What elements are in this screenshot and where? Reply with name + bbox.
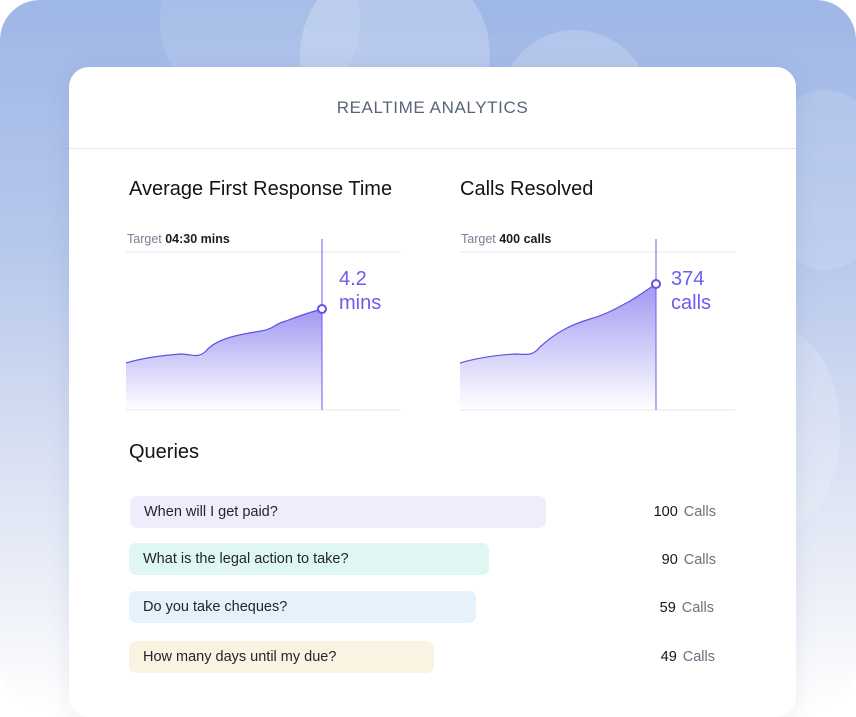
query-text: Do you take cheques? (143, 599, 288, 615)
calls-target-label: Target (461, 232, 496, 246)
card-title: REALTIME ANALYTICS (336, 97, 529, 117)
query-count-value: 49 (660, 649, 677, 665)
query-count-value: 100 (653, 504, 678, 520)
calls-metric-unit: calls (671, 292, 712, 314)
query-count-unit: Calls (682, 649, 715, 665)
query-count: 59 Calls (594, 600, 714, 616)
response-time-title: Average First Response Time (129, 178, 393, 200)
query-count-unit: Calls (683, 504, 716, 520)
query-text: What is the legal action to take? (143, 551, 349, 567)
query-count: 90 Calls (596, 552, 716, 568)
current-point (317, 304, 327, 314)
response-line (126, 308, 323, 364)
response-metric: 4.2 mins (339, 267, 381, 315)
card-header: REALTIME ANALYTICS (69, 67, 796, 149)
query-count-value: 90 (661, 552, 678, 568)
queries-title: Queries (129, 441, 200, 463)
query-bar[interactable]: How many days until my due? (129, 641, 434, 673)
query-text: How many days until my due? (143, 649, 337, 665)
query-bar[interactable]: Do you take cheques? (129, 591, 476, 623)
calls-metric: 374 calls (671, 267, 711, 315)
calls-metric-value: 374 (671, 268, 705, 290)
query-bar[interactable]: What is the legal action to take? (129, 543, 489, 575)
query-count-unit: Calls (681, 600, 714, 616)
response-target-label: Target (127, 232, 162, 246)
response-area (126, 309, 322, 410)
calls-target-value: 400 calls (499, 232, 552, 246)
query-count-unit: Calls (683, 552, 716, 568)
response-time-chart (126, 239, 401, 411)
response-target-value: 04:30 mins (165, 232, 230, 246)
calls-area (460, 284, 656, 410)
response-metric-unit: mins (339, 292, 382, 314)
calls-line (460, 283, 657, 364)
query-count: 49 Calls (595, 649, 715, 665)
query-bar[interactable]: When will I get paid? (130, 496, 546, 528)
query-count-value: 59 (659, 600, 676, 616)
query-text: When will I get paid? (144, 504, 278, 520)
current-point (651, 279, 661, 289)
query-count: 100 Calls (596, 504, 716, 520)
response-target: Target 04:30 mins (127, 232, 230, 246)
calls-resolved-title: Calls Resolved (460, 178, 594, 200)
response-metric-value: 4.2 (339, 268, 367, 290)
analytics-card: REALTIME ANALYTICS Average First Respons… (69, 67, 796, 717)
calls-target: Target 400 calls (461, 232, 551, 246)
calls-resolved-chart (460, 239, 735, 411)
